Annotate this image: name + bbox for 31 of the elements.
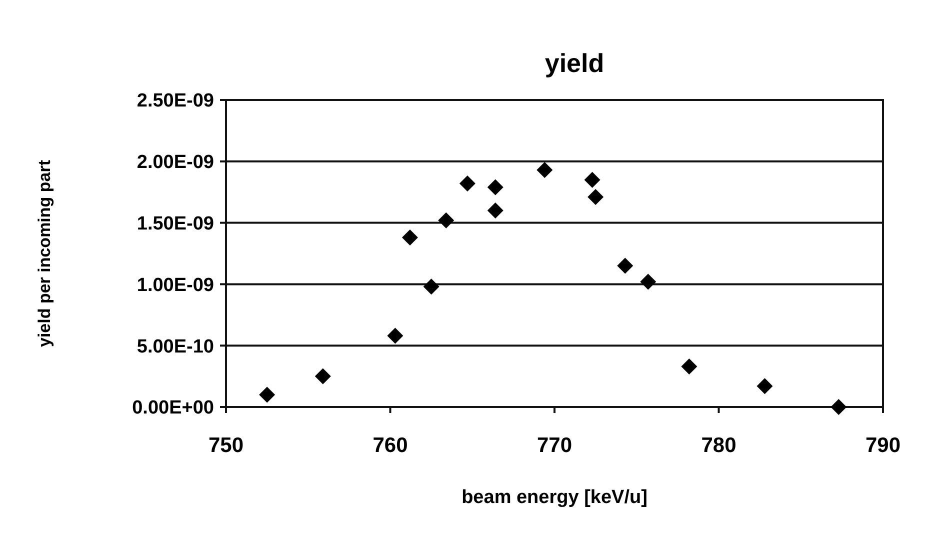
x-axis-title: beam energy [keV/u] — [462, 487, 648, 508]
point — [830, 399, 847, 415]
x-tick-label: 750 — [208, 434, 244, 457]
point — [487, 202, 504, 219]
point — [423, 278, 440, 295]
y-tick-label: 5.00E-10 — [136, 336, 214, 358]
point — [617, 258, 634, 274]
y-tick-label: 2.00E-09 — [136, 152, 214, 174]
x-tick-label: 780 — [701, 434, 736, 457]
point — [640, 274, 656, 290]
x-tick-label: 760 — [372, 434, 408, 457]
point — [487, 179, 504, 196]
point — [588, 189, 604, 206]
point — [756, 378, 773, 394]
chart-title: yield — [544, 48, 604, 78]
point — [387, 328, 404, 344]
y-tick-label: 1.00E-09 — [136, 274, 214, 296]
point — [459, 176, 476, 192]
point — [681, 358, 698, 374]
x-tick-label: 770 — [536, 434, 572, 457]
point — [402, 230, 418, 246]
y-tick-label: 2.50E-09 — [136, 90, 214, 112]
point — [314, 368, 331, 384]
y-tick-label: 0.00E+00 — [132, 398, 214, 419]
x-tick-label: 790 — [865, 434, 901, 457]
y-tick-label: 1.50E-09 — [136, 213, 214, 234]
y-axis-title: yield per incoming part — [35, 160, 54, 348]
point — [438, 212, 454, 228]
point — [584, 172, 600, 188]
point — [536, 162, 553, 178]
point — [259, 386, 276, 403]
